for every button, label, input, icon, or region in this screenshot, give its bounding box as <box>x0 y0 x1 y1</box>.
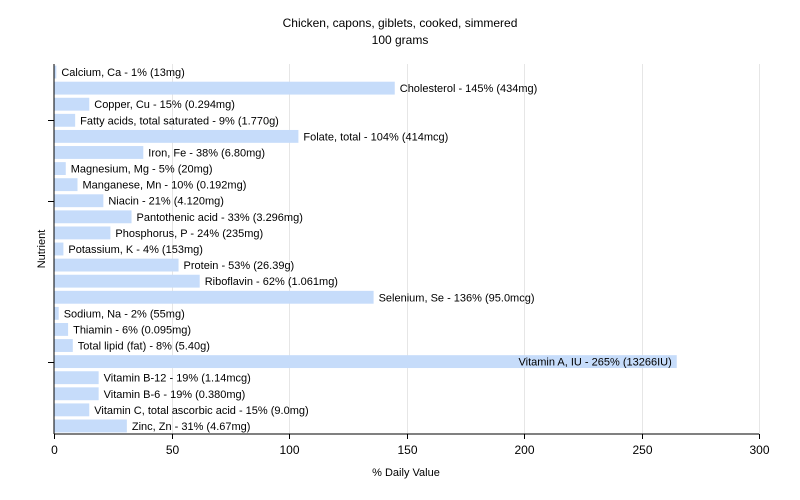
x-tick-label: 150 <box>397 443 417 457</box>
bar <box>54 323 69 336</box>
bar-label: Fatty acids, total saturated - 9% (1.770… <box>80 115 279 127</box>
bar <box>54 97 90 111</box>
bar-label: Thiamin - 6% (0.095mg) <box>73 324 191 336</box>
axes <box>48 64 759 435</box>
chart-title: Chicken, capons, giblets, cooked, simmer… <box>283 16 518 30</box>
x-tick-label: 100 <box>279 443 299 457</box>
bar-label: Magnesium, Mg - 5% (20mg) <box>71 164 213 176</box>
x-tick-label: 200 <box>514 443 534 457</box>
bar <box>54 162 66 175</box>
bar <box>54 403 90 417</box>
bar-label: Protein - 53% (26.39g) <box>184 260 295 272</box>
y-axis-title: Nutrient <box>36 230 48 269</box>
bar-label: Folate, total - 104% (414mcg) <box>303 131 448 143</box>
bar <box>54 274 200 288</box>
bar-label: Riboflavin - 62% (1.061mg) <box>205 276 338 288</box>
bar <box>54 419 127 433</box>
bar <box>54 290 374 304</box>
bar <box>54 81 395 95</box>
bar <box>54 355 677 369</box>
bar <box>54 113 76 127</box>
x-tick-label: 0 <box>51 443 58 457</box>
bar <box>54 129 299 143</box>
bar-label: Niacin - 21% (4.120mg) <box>108 196 224 208</box>
bar-label: Phosphorus, P - 24% (235mg) <box>115 228 263 240</box>
bar <box>54 339 73 352</box>
bar <box>54 146 144 159</box>
bar <box>54 210 132 224</box>
bar <box>54 242 64 256</box>
x-tick-label: 50 <box>166 443 180 457</box>
bar-label: Potassium, K - 4% (153mg) <box>68 244 203 256</box>
bar-label: Vitamin C, total ascorbic acid - 15% (9.… <box>94 405 308 417</box>
bar-label: Vitamin B-12 - 19% (1.14mcg) <box>104 373 251 385</box>
bar <box>54 178 78 192</box>
bar <box>54 65 57 79</box>
bar-label: Calcium, Ca - 1% (13mg) <box>61 67 184 79</box>
bar <box>54 226 111 240</box>
bar-label: Zinc, Zn - 31% (4.67mg) <box>132 421 251 433</box>
bar <box>54 387 99 401</box>
bar-label: Selenium, Se - 136% (95.0mcg) <box>379 292 535 304</box>
bar-label: Vitamin A, IU - 265% (13266IU) <box>518 357 671 369</box>
plot-background <box>54 64 759 434</box>
bar <box>54 258 179 272</box>
bar-label: Manganese, Mn - 10% (0.192mg) <box>83 180 247 192</box>
bars <box>54 65 677 433</box>
x-ticks: 0 50 100 150 200 250 300 <box>51 434 770 457</box>
bar-label: Vitamin B-6 - 19% (0.380mg) <box>104 389 246 401</box>
bar-label: Pantothenic acid - 33% (3.296mg) <box>137 212 303 224</box>
bar-labels: Calcium, Ca - 1% (13mg) Cholesterol - 145… <box>61 67 671 433</box>
bar <box>54 371 99 385</box>
gridlines <box>172 64 760 434</box>
bar <box>54 194 104 208</box>
bar-label: Total lipid (fat) - 8% (5.40g) <box>78 341 210 353</box>
bar <box>54 306 59 320</box>
bar-label: Copper, Cu - 15% (0.294mg) <box>94 99 235 111</box>
x-axis-title: % Daily Value <box>372 467 440 479</box>
chart-subtitle: 100 grams <box>372 33 429 47</box>
bar-label: Cholesterol - 145% (434mg) <box>400 83 538 95</box>
bar-label: Iron, Fe - 38% (6.80mg) <box>148 147 265 159</box>
x-tick-label: 250 <box>632 443 652 457</box>
x-tick-label: 300 <box>749 443 769 457</box>
bar-label: Sodium, Na - 2% (55mg) <box>64 308 185 320</box>
